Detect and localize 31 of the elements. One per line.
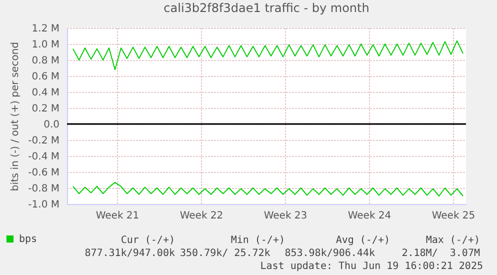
line-series <box>72 182 464 196</box>
y-tick-label: 0.6 M <box>32 72 60 82</box>
text: 877.31k/947.00k <box>84 248 175 259</box>
line-series <box>72 40 464 70</box>
y-tick-label: 0.0 <box>44 120 60 130</box>
x-tick-label: Week 25 <box>432 210 476 222</box>
text: Cur (-/+) <box>120 235 175 246</box>
y-tick-label: 1.2 M <box>32 24 60 34</box>
text: 350.79k/ 25.72k <box>180 248 270 259</box>
x-tick-label: Week 21 <box>96 210 140 222</box>
y-tick-label: -0.6 M <box>28 168 60 178</box>
text: 2.18M/ 3.07M <box>402 248 480 259</box>
y-tick-label: 0.2 M <box>32 104 60 114</box>
y-tick-label: -0.8 M <box>28 184 60 194</box>
chart-title: cali3b2f8f3dae1 traffic - by month <box>164 1 370 15</box>
y-tick-label: -1.0 M <box>28 200 60 210</box>
text: 853.98k/906.44k <box>284 248 375 259</box>
y-tick-label: 1.0 M <box>32 40 60 50</box>
legend-label: bps <box>19 234 38 245</box>
x-tick-label: Week 23 <box>264 210 308 222</box>
y-tick-label: -0.2 M <box>28 136 60 146</box>
x-tick-label: Week 22 <box>180 210 224 222</box>
y-tick-label: 0.4 M <box>32 88 60 98</box>
y-axis-title: bits in (-) / out (+) per second <box>10 42 22 192</box>
text: Min (-/+) <box>230 235 285 246</box>
x-tick-label: Week 24 <box>348 210 392 222</box>
text: Max (-/+) <box>424 235 480 246</box>
text: Avg (-/+) <box>334 235 390 246</box>
y-tick-label: 0.8 M <box>32 56 60 66</box>
y-tick-label: -0.4 M <box>28 152 60 162</box>
text: Last update: Thu Jun 19 16:00:21 2025 <box>259 261 483 272</box>
